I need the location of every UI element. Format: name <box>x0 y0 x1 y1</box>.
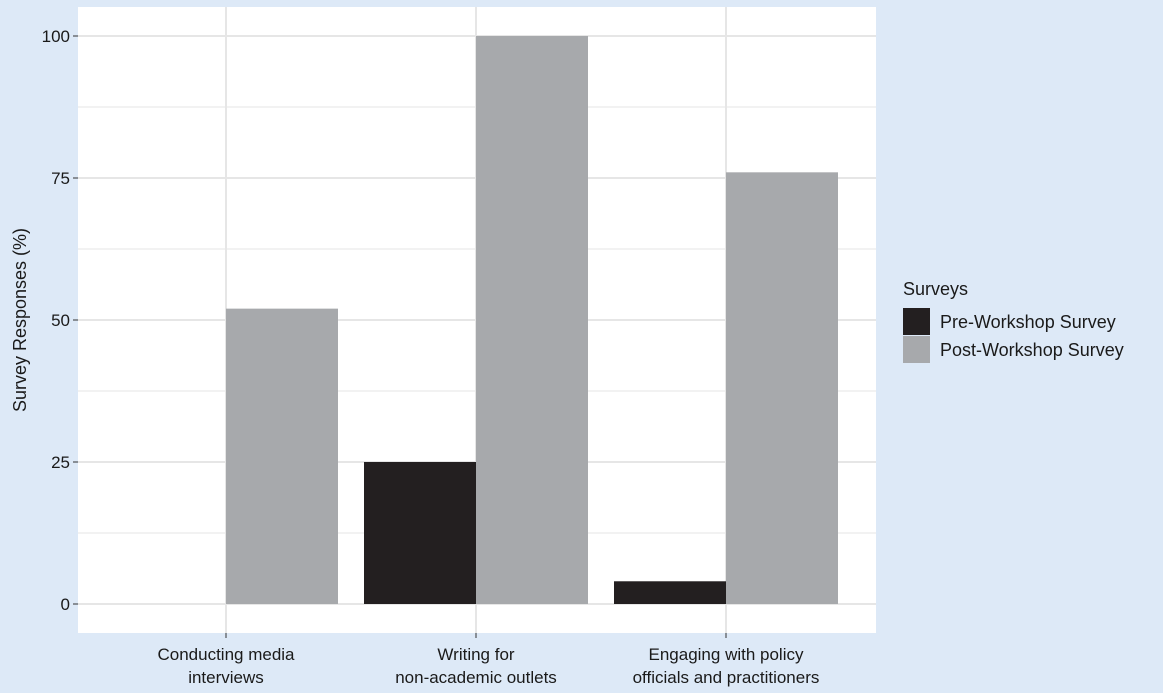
y-tick-label: 75 <box>51 169 70 188</box>
x-tick-label: Engaging with policy officials and practi… <box>633 645 820 687</box>
legend-key-0 <box>903 308 930 335</box>
bar-post-workshop-survey-0 <box>226 308 338 604</box>
y-tick-label: 50 <box>51 311 70 330</box>
legend-label-1: Post-Workshop Survey <box>940 340 1124 360</box>
bar-post-workshop-survey-2 <box>726 172 838 604</box>
y-tick-label: 0 <box>61 595 70 614</box>
bar-pre-workshop-survey-1 <box>364 462 476 604</box>
legend: Surveys Pre-Workshop Survey Post-Workshop… <box>903 279 1124 363</box>
x-tick-label: Conducting media interviews <box>157 645 295 687</box>
y-tick-label: 100 <box>42 27 70 46</box>
y-axis-ticks: 0 25 50 75 100 <box>42 27 78 614</box>
bars <box>226 36 838 604</box>
x-axis-ticks: Conducting media interviews Writing for non… <box>157 633 819 687</box>
y-axis-title: Survey Responses (%) <box>10 228 30 412</box>
legend-label-0: Pre-Workshop Survey <box>940 312 1116 332</box>
x-tick-label: Writing for non-academic outlets <box>395 645 557 687</box>
legend-title: Surveys <box>903 279 968 299</box>
y-tick-label: 25 <box>51 453 70 472</box>
bar-pre-workshop-survey-2 <box>614 581 726 604</box>
legend-key-1 <box>903 336 930 363</box>
bar-post-workshop-survey-1 <box>476 36 588 604</box>
